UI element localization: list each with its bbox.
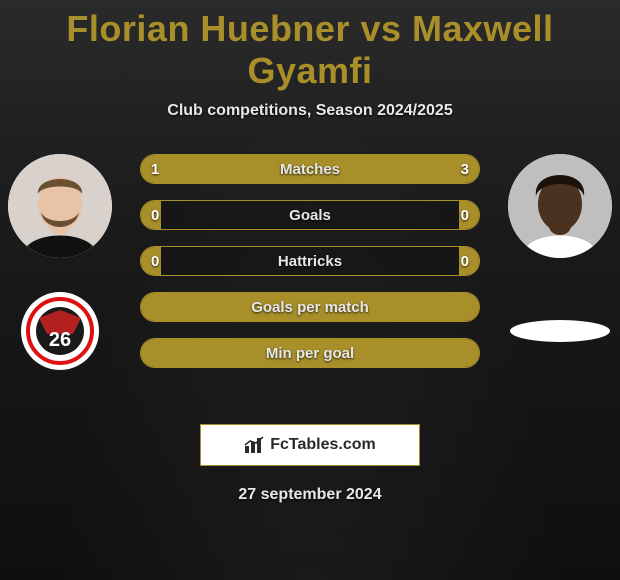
stat-row: Hattricks0 0 xyxy=(140,246,480,276)
club-left-logo: 26 xyxy=(10,290,110,372)
stat-value-right: 0 xyxy=(461,201,469,229)
date-label: 27 september 2024 xyxy=(0,486,620,504)
stat-label: Matches xyxy=(141,155,479,183)
stat-value-left: 1 xyxy=(151,155,159,183)
page-title: Florian Huebner vs Maxwell Gyamfi xyxy=(0,8,620,92)
player-left-portrait-icon xyxy=(8,154,112,258)
stat-row: Goals0 0 xyxy=(140,200,480,230)
club-right-logo xyxy=(510,290,610,372)
stat-label: Min per goal xyxy=(141,339,479,367)
stat-value-left: 0 xyxy=(151,201,159,229)
player-right-portrait-icon xyxy=(508,154,612,258)
stat-label: Goals xyxy=(141,201,479,229)
stat-value-right: 3 xyxy=(461,155,469,183)
club-left-badge-icon: 26 xyxy=(19,290,101,372)
stat-rows: Matches13Goals00Hattricks00Goals per mat… xyxy=(140,154,480,384)
stat-label: Goals per match xyxy=(141,293,479,321)
brand-box: FcTables.com xyxy=(200,424,420,466)
player-left-avatar xyxy=(8,154,112,258)
subtitle: Club competitions, Season 2024/2025 xyxy=(0,102,620,120)
stat-label: Hattricks xyxy=(141,247,479,275)
stat-value-left: 0 xyxy=(151,247,159,275)
svg-text:26: 26 xyxy=(49,329,71,351)
stat-row: Matches1 3 xyxy=(140,154,480,184)
stat-row: Goals per match xyxy=(140,292,480,322)
club-right-badge-icon xyxy=(510,320,610,342)
comparison-area: 26 Matches13Goals00Hattricks00Goals per … xyxy=(0,154,620,414)
player-right-avatar xyxy=(508,154,612,258)
stat-row: Min per goal xyxy=(140,338,480,368)
chart-icon xyxy=(244,436,266,454)
stat-value-right: 0 xyxy=(461,247,469,275)
brand-label: FcTables.com xyxy=(270,436,376,454)
